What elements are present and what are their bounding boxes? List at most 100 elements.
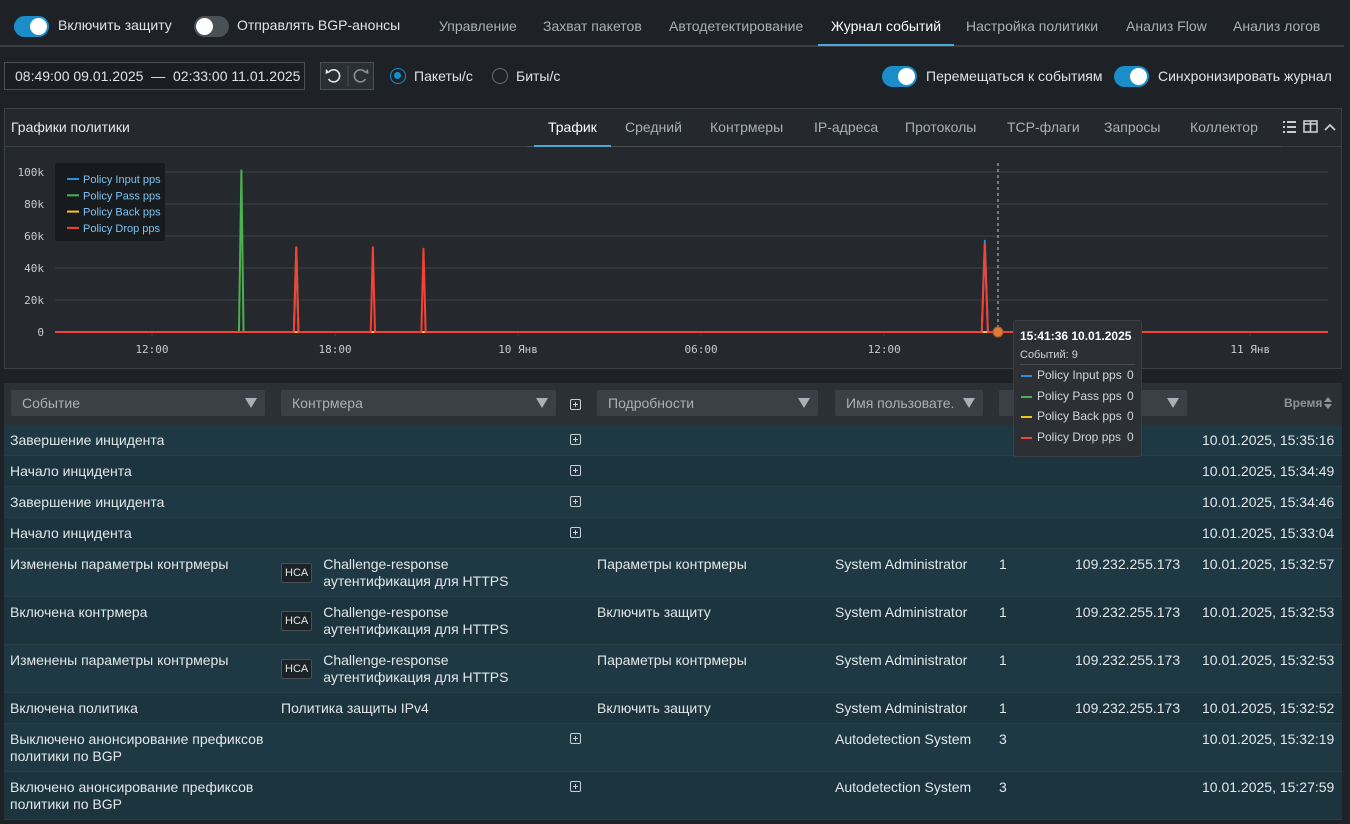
panel-tab[interactable]: Контрмеры xyxy=(696,109,797,147)
nav-tab[interactable]: Управление xyxy=(426,8,530,46)
event-cell: Выключено анонсирование префиксов полити… xyxy=(4,731,281,765)
expand-button[interactable] xyxy=(570,781,581,792)
filter-icon xyxy=(798,398,810,408)
details-cell: Включить защиту xyxy=(597,700,835,717)
chart-tooltip: 15:41:36 10.01.2025Событий: 9Policy Inpu… xyxy=(1013,320,1142,457)
tooltip-series: Policy Back pps xyxy=(1037,409,1122,423)
expand-button[interactable] xyxy=(570,733,581,744)
details-cell xyxy=(597,525,835,542)
filter-input[interactable]: Имя пользовате. xyxy=(835,390,983,416)
toggle-label: Включить защиту xyxy=(58,17,172,33)
expand-cell xyxy=(570,731,597,765)
panel-tab[interactable]: Коллектор xyxy=(1176,109,1272,147)
user-cell: System Administrator xyxy=(835,604,999,638)
sort-header[interactable]: Время xyxy=(1284,396,1322,410)
panel-tab[interactable]: TCP-флаги xyxy=(993,109,1094,147)
expand-cell xyxy=(570,432,597,449)
undo-redo-icons[interactable] xyxy=(321,63,373,89)
event-cell: Начало инцидента xyxy=(4,525,281,542)
details-cell xyxy=(597,731,835,765)
event-row[interactable]: Включена контрмераHCAChallenge-response … xyxy=(4,597,1342,645)
filter-placeholder: Контрмера xyxy=(292,395,363,411)
radio[interactable] xyxy=(390,68,406,84)
user-cell xyxy=(835,432,999,449)
countermeasure-cell xyxy=(281,779,570,813)
count-cell xyxy=(999,494,1075,511)
nav-tab[interactable]: Журнал событий xyxy=(818,8,954,46)
event-row[interactable]: Выключено анонсирование префиксов полити… xyxy=(4,724,1342,772)
toggle-switch[interactable] xyxy=(882,66,917,87)
event-cell: Начало инцидента xyxy=(4,463,281,480)
ip-cell: 109.232.255.173 xyxy=(1075,604,1202,638)
event-cell: Включено анонсирование префиксов политик… xyxy=(4,779,281,813)
panel-tab[interactable]: Средний xyxy=(611,109,696,147)
user-cell xyxy=(835,494,999,511)
expand-cell xyxy=(570,556,597,590)
event-cell: Включена контрмера xyxy=(4,604,281,638)
count-cell: 3 xyxy=(999,731,1075,765)
toggle-knob xyxy=(1130,68,1147,85)
nav-tab[interactable]: Анализ логов xyxy=(1220,8,1333,46)
time-cell: 10.01.2025, 15:35:16 xyxy=(1202,432,1342,449)
ip-cell xyxy=(1075,525,1202,542)
series-line xyxy=(55,244,1328,332)
nav-tab[interactable]: Анализ Flow xyxy=(1113,8,1220,46)
event-cell: Завершение инцидента xyxy=(4,432,281,449)
details-cell: Параметры контрмеры xyxy=(597,556,835,590)
expand-all[interactable] xyxy=(570,399,581,410)
count-cell xyxy=(999,463,1075,480)
user-cell: System Administrator xyxy=(835,556,999,590)
filter-input[interactable]: Контрмера xyxy=(281,390,556,416)
y-tick-label: 100k xyxy=(18,166,45,179)
event-row[interactable]: Начало инцидента 10.01.2025, 15:34:49 xyxy=(4,456,1342,487)
date-range[interactable]: 08:49:00 09.01.2025 — 02:33:00 11.01.202… xyxy=(4,62,305,90)
panel-tab[interactable]: Протоколы xyxy=(891,109,990,147)
event-cell: Изменены параметры контрмеры xyxy=(4,652,281,686)
toggle-switch[interactable] xyxy=(14,16,49,37)
user-cell xyxy=(835,525,999,542)
details-cell: Включить защиту xyxy=(597,604,835,638)
user-cell: System Administrator xyxy=(835,652,999,686)
time-cell: 10.01.2025, 15:33:04 xyxy=(1202,525,1342,542)
countermeasure-badge: HCA xyxy=(281,659,312,679)
event-row[interactable]: Начало инцидента 10.01.2025, 15:33:04 xyxy=(4,518,1342,549)
panel-tab[interactable]: Запросы xyxy=(1090,109,1174,147)
expand-button[interactable] xyxy=(570,465,581,476)
ip-cell xyxy=(1075,779,1202,813)
expand-cell xyxy=(570,700,597,717)
panel-tab[interactable]: Трафик xyxy=(534,109,611,147)
toggle-switch[interactable] xyxy=(1114,66,1149,87)
x-tick-label: 11 Янв xyxy=(1230,343,1270,356)
time-cell: 10.01.2025, 15:34:49 xyxy=(1202,463,1342,480)
radio[interactable] xyxy=(492,68,508,84)
x-tick-label: 06:00 xyxy=(685,343,718,356)
radio-dot xyxy=(394,72,401,79)
filter-icon xyxy=(536,398,548,408)
filter-input[interactable]: Подробности xyxy=(597,390,818,416)
event-row[interactable]: Изменены параметры контрмерыHCAChallenge… xyxy=(4,549,1342,597)
expand-button[interactable] xyxy=(570,434,581,445)
nav-tab[interactable]: Захват пакетов xyxy=(530,8,655,46)
event-row[interactable]: Завершение инцидента10.01.2025, 15:34:46 xyxy=(4,487,1342,518)
event-cell: Изменены параметры контрмеры xyxy=(4,556,281,590)
countermeasure-text: Challenge-response аутентификация для HT… xyxy=(323,556,560,590)
nav-tab[interactable]: Автодетектирование xyxy=(656,8,816,46)
filter-input[interactable]: Событие xyxy=(11,390,265,416)
tooltip-series: Policy Pass pps xyxy=(1037,389,1122,403)
tooltip-value: 0 xyxy=(1127,430,1134,444)
toggle-switch[interactable] xyxy=(194,16,229,37)
event-row[interactable]: Изменены параметры контрмерыHCAChallenge… xyxy=(4,645,1342,693)
panel-icons[interactable] xyxy=(1280,118,1340,136)
event-cell: Завершение инцидента xyxy=(4,494,281,511)
legend-label: Policy Back pps xyxy=(83,207,161,219)
countermeasure-cell: Политика защиты IPv4 xyxy=(281,700,570,717)
event-row[interactable]: Включено анонсирование префиксов политик… xyxy=(4,772,1342,820)
expand-button[interactable] xyxy=(570,527,581,538)
filter-icon xyxy=(963,398,975,408)
event-cell: Включена политика xyxy=(4,700,281,717)
event-row[interactable]: Включена политикаПолитика защиты IPv4 Вкл… xyxy=(4,693,1342,724)
panel-tab[interactable]: IP-адреса xyxy=(800,109,892,147)
expand-button[interactable] xyxy=(570,496,581,507)
nav-tab[interactable]: Настройка политики xyxy=(953,8,1111,46)
